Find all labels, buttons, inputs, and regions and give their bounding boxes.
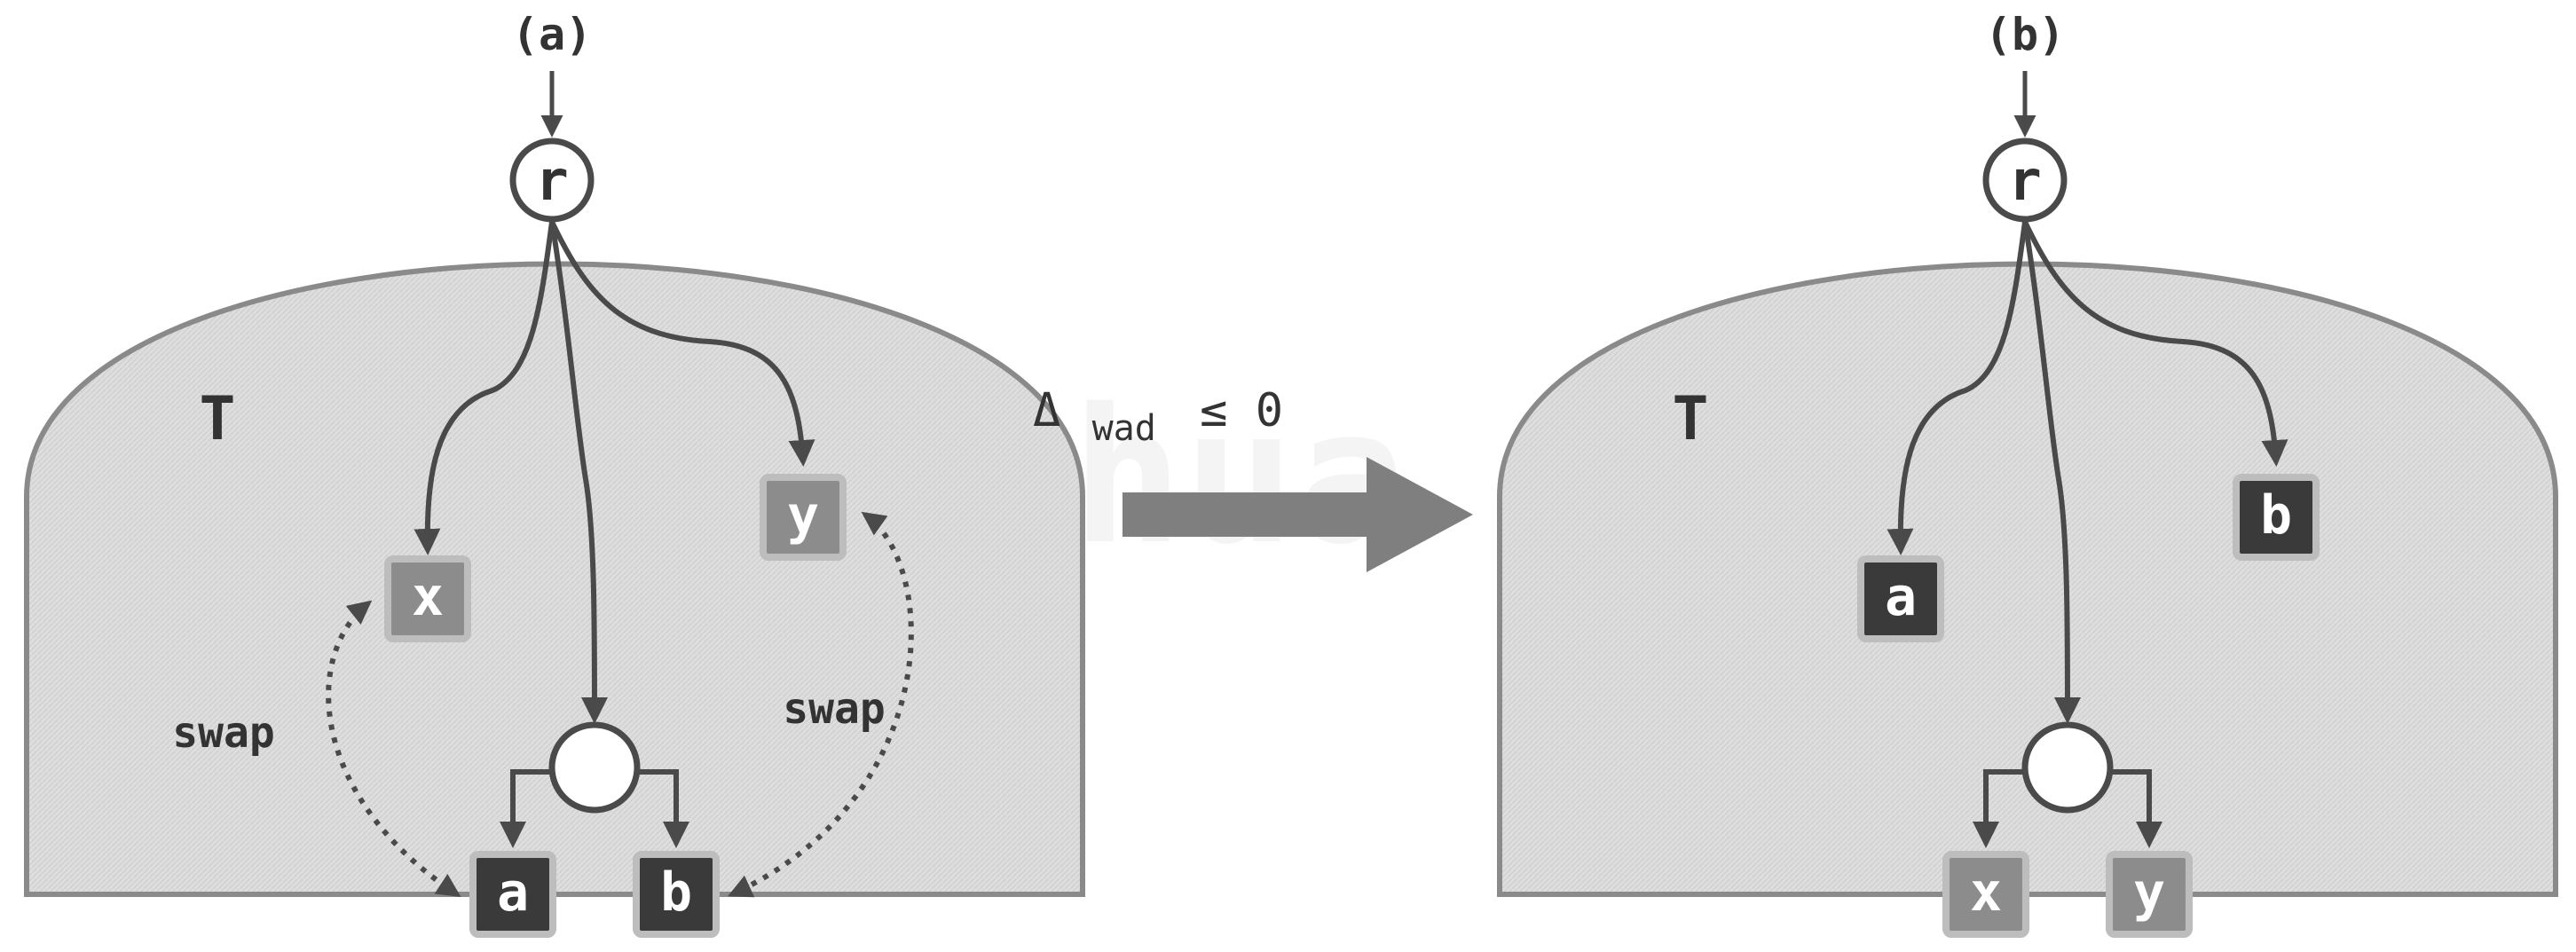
delta-relation: ≤ 0 [1200,384,1283,437]
node-y-a-label: y [787,484,819,547]
node-x-b-label: x [1970,862,2002,924]
tree-label-a: T [200,384,236,454]
transition-formula: Δ wad ≤ 0 [1033,384,1283,452]
root-label-b: r [2008,148,2041,213]
node-b-b: b [2233,474,2320,561]
panel-a: (a) swap swap T r x y a [24,9,1085,938]
node-b-a: b [633,851,720,938]
node-a-a-label: a [497,862,529,924]
tree-region-b [1497,261,2558,897]
node-y-a: y [760,474,847,561]
swap-label-right: swap [783,684,886,734]
edge-r-y-a [549,220,815,467]
inner-node-b [2021,721,2114,814]
edge-inner-a-a [500,769,550,848]
node-x-a-label: x [412,566,444,628]
edge-inner-x-b [1973,769,2023,848]
edge-r-a-b [1887,221,2028,555]
edge-r-x-a [414,221,555,555]
edge-r-b-b [2022,220,2288,467]
tree-label-b: T [1673,384,1709,454]
inner-node-a [548,721,641,814]
panel-b: (b) T r a b x y [1497,9,2558,938]
node-a-a: a [469,851,556,938]
transition: Δ wad ≤ 0 [1033,384,1473,572]
panel-b-label: (b) [1985,9,2065,60]
edge-inner-y-b [2112,769,2162,848]
transition-arrow [1123,457,1473,572]
node-b-a-label: b [660,862,692,924]
delta-symbol: Δ [1033,384,1060,437]
node-b-b-label: b [2260,484,2292,547]
delta-subscript: wad [1092,408,1156,449]
node-a-b: a [1857,555,1944,642]
node-y-b-label: y [2133,862,2165,924]
node-x-b: x [1942,851,2029,938]
edge-r-inner-a [549,221,608,724]
swap-arrow-left [326,600,461,897]
tree-region-a [24,261,1085,897]
node-x-a: x [384,555,471,642]
swap-arrow-right [728,511,914,898]
swap-label-left: swap [172,708,275,758]
node-y-b: y [2106,851,2193,938]
edge-r-inner-b [2022,221,2081,724]
root-label-a: r [535,148,568,213]
node-a-b-label: a [1885,566,1917,628]
root-node-a [509,138,595,223]
panel-a-label: (a) [512,9,592,60]
root-node-b [1982,138,2068,223]
edge-inner-b-a [639,769,689,848]
